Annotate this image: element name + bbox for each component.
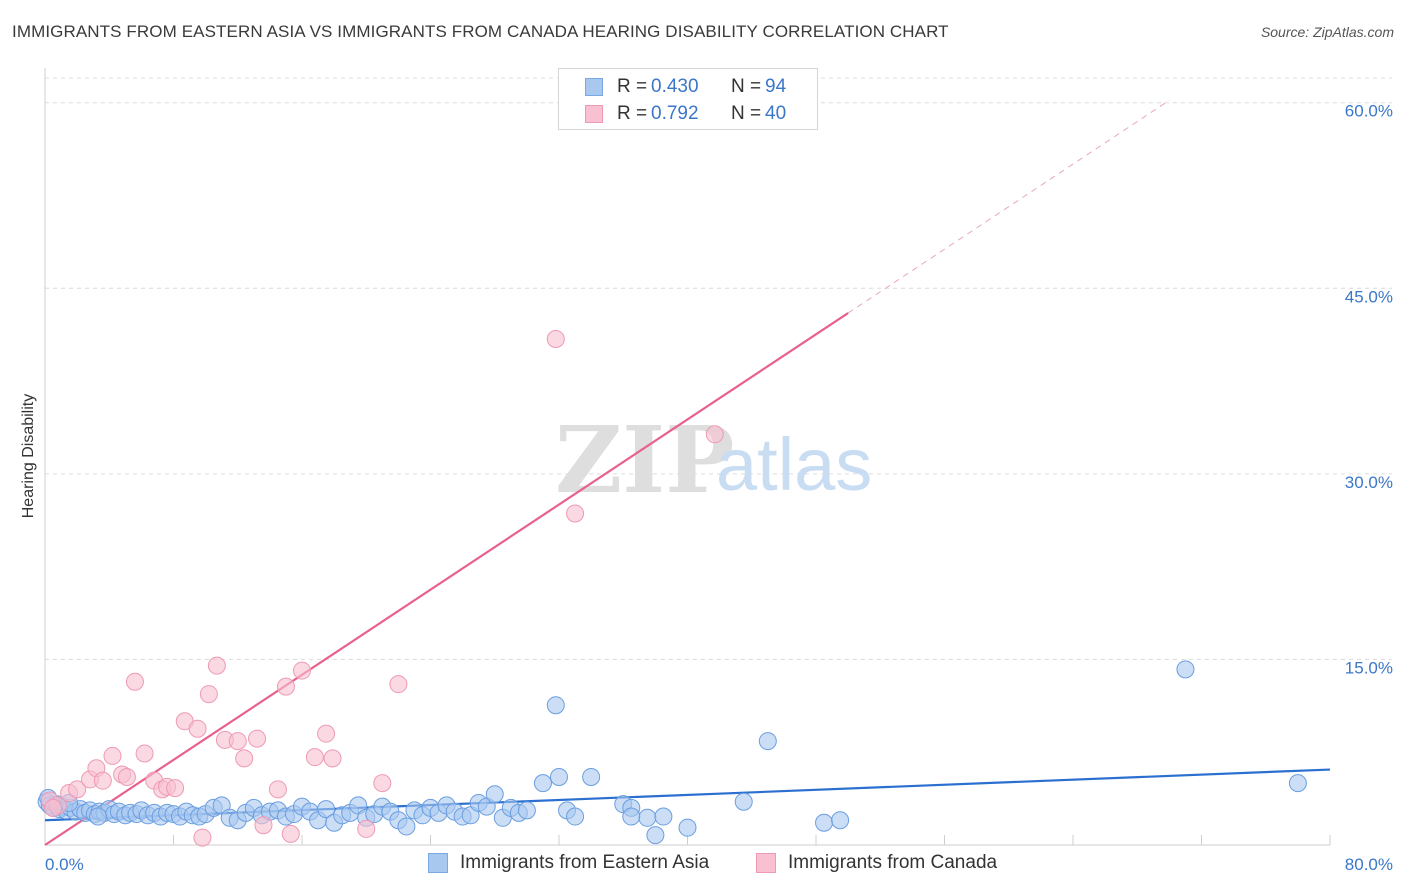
data-point-eastern-asia	[397, 817, 416, 836]
legend-swatch-canada	[756, 853, 776, 873]
y-tick-label: 30.0%	[1345, 473, 1393, 492]
data-point-canada	[166, 779, 185, 798]
legend-n-label: N =	[731, 103, 762, 124]
data-point-eastern-asia	[89, 807, 108, 826]
data-point-canada	[93, 771, 112, 790]
tick-labels: 15.0% 30.0% 45.0% 60.0% 0.0% 80.0% Hearing Dis…	[20, 102, 1393, 874]
trend-line-extension-1	[847, 99, 1170, 314]
data-point-eastern-asia	[622, 807, 641, 826]
legend-swatch-canada	[585, 105, 603, 123]
data-point-canada	[117, 767, 136, 786]
data-point-eastern-asia	[831, 811, 850, 830]
data-point-canada	[566, 504, 585, 523]
y-tick-label: 60.0%	[1345, 102, 1393, 121]
data-point-eastern-asia	[638, 808, 657, 827]
trend-line-1	[44, 312, 849, 846]
data-point-canada	[68, 780, 87, 799]
data-point-eastern-asia	[550, 767, 568, 786]
data-point-eastern-asia	[758, 732, 777, 751]
y-tick-label: 15.0%	[1345, 658, 1393, 677]
data-point-eastern-asia	[566, 807, 585, 826]
legend-n-label: N =	[731, 76, 762, 97]
data-point-canada	[373, 774, 392, 793]
legend-n-value: 40	[765, 103, 787, 124]
data-point-eastern-asia	[317, 800, 336, 819]
legend-swatch-eastern-asia	[428, 853, 448, 873]
data-point-canada	[705, 425, 724, 444]
data-point-eastern-asia	[646, 826, 665, 845]
chart-title: IMMIGRANTS FROM EASTERN ASIA VS IMMIGRAN…	[12, 22, 949, 41]
data-point-eastern-asia	[1288, 774, 1307, 793]
data-point-canada	[293, 661, 311, 680]
axes	[44, 68, 1331, 846]
legend-r-label: R =	[617, 103, 648, 124]
x-tick-label: 80.0%	[1345, 855, 1393, 874]
data-point-eastern-asia	[734, 792, 753, 811]
series-legend: Immigrants from Eastern Asia Immigrants …	[0, 852, 1406, 878]
data-points	[37, 330, 1307, 847]
data-point-canada	[276, 677, 295, 696]
data-point-eastern-asia	[815, 813, 834, 832]
legend-r-value: 0.792	[651, 103, 699, 124]
data-point-canada	[199, 685, 218, 704]
data-point-canada	[305, 748, 324, 767]
data-point-canada	[389, 675, 408, 694]
data-point-eastern-asia	[654, 807, 673, 826]
y-tick-label: 45.0%	[1345, 287, 1393, 306]
data-point-eastern-asia	[678, 818, 697, 837]
data-point-canada	[281, 824, 300, 843]
y-axis-title: Hearing Disability	[20, 394, 37, 519]
data-point-canada	[254, 816, 273, 835]
grid-lines	[45, 77, 1392, 660]
stats-legend: R = 0.430 N = 94 R = 0.792 N = 40	[558, 68, 818, 130]
data-point-canada	[103, 746, 122, 765]
data-point-canada	[248, 729, 267, 748]
source-credit: Source: ZipAtlas.com	[1260, 24, 1394, 40]
data-point-canada	[207, 656, 226, 675]
legend-r-label: R =	[617, 76, 648, 97]
data-point-canada	[228, 732, 247, 751]
data-point-canada	[317, 724, 336, 743]
legend-label-eastern-asia: Immigrants from Eastern Asia	[460, 852, 710, 873]
legend-r-value: 0.430	[651, 76, 699, 97]
x-tick-label: 0.0%	[45, 855, 84, 874]
watermark-atlas: atlas	[716, 423, 872, 506]
data-point-canada	[268, 780, 287, 799]
data-point-canada	[188, 719, 207, 738]
data-point-eastern-asia	[485, 785, 504, 804]
data-point-canada	[44, 798, 63, 817]
legend-swatch-eastern-asia	[585, 78, 603, 96]
data-point-eastern-asia	[1176, 660, 1195, 679]
data-point-canada	[323, 749, 342, 768]
data-point-eastern-asia	[517, 801, 536, 820]
data-point-canada	[125, 672, 144, 691]
watermark-zip: ZIP	[555, 406, 734, 514]
legend-n-value: 94	[765, 76, 787, 97]
data-point-canada	[357, 819, 376, 838]
data-point-eastern-asia	[582, 767, 601, 786]
data-point-canada	[235, 749, 254, 768]
data-point-eastern-asia	[546, 696, 565, 715]
data-point-canada	[193, 828, 212, 847]
data-point-canada	[546, 330, 565, 349]
data-point-canada	[135, 744, 154, 763]
data-point-eastern-asia	[533, 774, 552, 793]
legend-label-canada: Immigrants from Canada	[788, 852, 998, 873]
